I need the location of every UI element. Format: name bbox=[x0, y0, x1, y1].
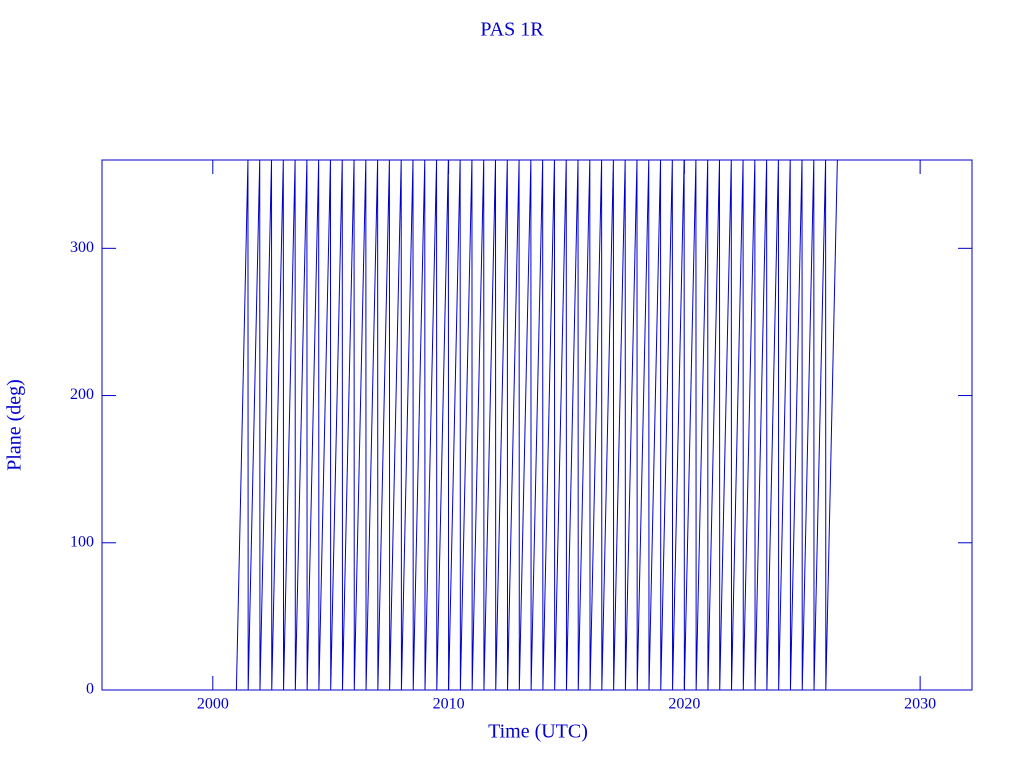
x-tick-label: 2030 bbox=[904, 696, 936, 713]
y-axis-label: Plane (deg) bbox=[4, 379, 26, 471]
y-tick-label: 100 bbox=[70, 533, 94, 550]
x-tick-label: 2020 bbox=[668, 696, 700, 713]
x-tick-label: 2010 bbox=[433, 696, 465, 713]
x-axis-label: Time (UTC) bbox=[488, 721, 588, 743]
y-tick-label: 0 bbox=[86, 681, 94, 698]
x-tick-label: 2000 bbox=[197, 696, 229, 713]
data-line bbox=[235, 159, 838, 691]
chart-title: PAS 1R bbox=[480, 19, 544, 41]
plot-frame bbox=[101, 159, 973, 691]
y-tick-label: 300 bbox=[70, 239, 94, 256]
y-tick-label: 200 bbox=[70, 386, 94, 403]
